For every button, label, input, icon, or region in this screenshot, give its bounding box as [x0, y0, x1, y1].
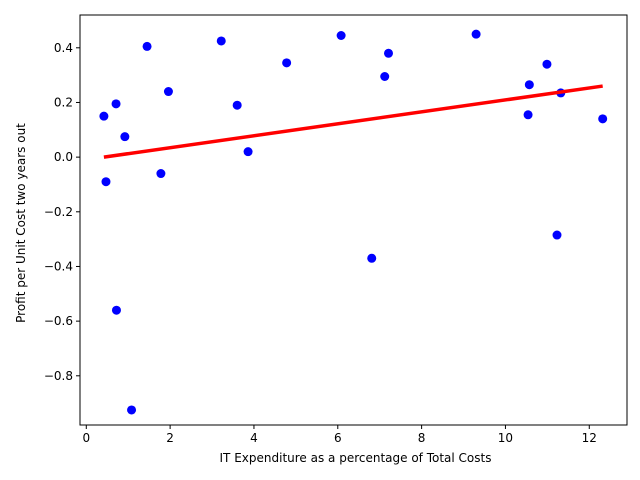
data-point-4: [111, 305, 121, 315]
data-point-13: [282, 58, 292, 68]
data-point-5: [120, 132, 130, 142]
y-axis-label: Profit per Unit Cost two years out: [14, 123, 28, 323]
x-tick-label: 12: [582, 431, 597, 445]
axes-frame: [79, 14, 628, 426]
data-point-10: [216, 36, 226, 46]
y-tick-label: −0.4: [44, 259, 73, 273]
data-point-8: [156, 169, 166, 179]
y-axis: 0.4 0.2 0.0 −0.2 −0.4 −0.6 −0.8: [44, 41, 80, 383]
data-point-18: [471, 29, 481, 39]
y-tick-label: 0.2: [54, 95, 73, 109]
data-point-21: [542, 59, 552, 69]
x-tick-label: 4: [250, 431, 258, 445]
x-tick-label: 6: [334, 431, 342, 445]
data-point-6: [127, 405, 137, 415]
data-point-14: [336, 31, 346, 40]
data-point-11: [232, 100, 242, 110]
data-point-3: [111, 99, 121, 109]
data-point-7: [142, 41, 152, 51]
x-tick-label: 8: [418, 431, 426, 445]
data-marks: [99, 29, 608, 415]
data-point-15: [367, 253, 377, 263]
data-point-2: [101, 177, 111, 187]
data-point-12: [243, 147, 253, 157]
y-tick-label: 0.4: [54, 41, 73, 55]
plot-area: [79, 14, 628, 426]
y-tick-label: 0.0: [54, 150, 73, 164]
x-axis-label: IT Expenditure as a percentage of Total …: [220, 451, 492, 465]
x-tick-label: 10: [498, 431, 513, 445]
data-point-24: [598, 114, 608, 124]
data-point-20: [524, 80, 534, 90]
data-point-22: [552, 230, 562, 240]
data-point-17: [383, 48, 393, 58]
y-tick-label: −0.8: [44, 369, 73, 383]
x-tick-label: 0: [82, 431, 90, 445]
x-tick-label: 2: [166, 431, 174, 445]
x-axis: 0 2 4 6 8 10 12: [82, 425, 597, 445]
data-point-16: [380, 72, 390, 81]
data-point-1: [99, 111, 109, 121]
y-tick-label: −0.2: [44, 205, 73, 219]
y-tick-label: −0.6: [44, 314, 73, 328]
data-point-9: [163, 87, 173, 97]
regression-line: [103, 84, 603, 159]
data-point-19: [523, 110, 533, 120]
